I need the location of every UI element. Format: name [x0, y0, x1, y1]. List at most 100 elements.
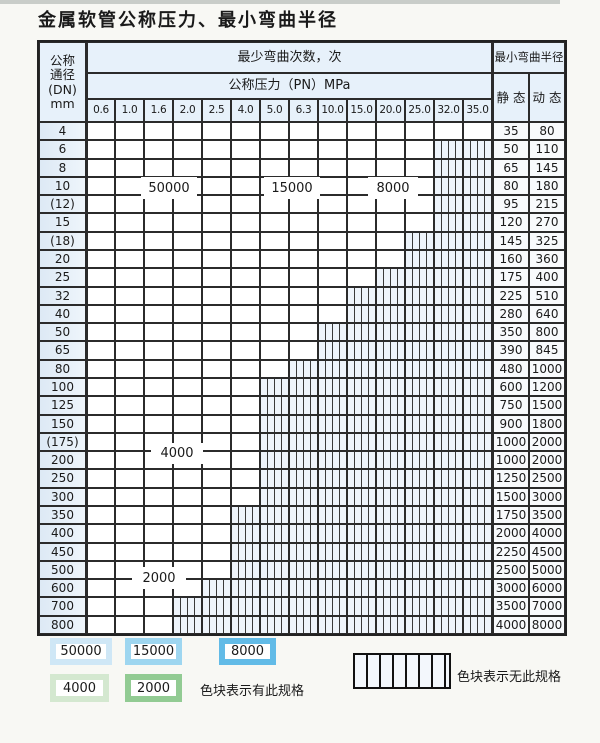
dn-cell: 15: [39, 213, 86, 232]
spec-cell-available: [202, 177, 231, 195]
static-value-cell: 120: [492, 213, 529, 232]
dn-cell: 125: [39, 396, 86, 415]
dynamic-value-cell: 80: [529, 122, 565, 140]
spec-cell-available: [231, 159, 260, 177]
spec-cell-none: [260, 415, 289, 433]
spec-cell-available: [144, 323, 173, 341]
spec-cell-available: [202, 451, 231, 469]
spec-cell-available: [86, 488, 115, 506]
spec-cell-available: [115, 616, 144, 634]
spec-cell-available: [347, 195, 376, 213]
spec-cell-none: [289, 378, 318, 396]
spec-cell-none: [405, 579, 434, 597]
spec-cell-available: [289, 268, 318, 287]
spec-cell-none: [347, 305, 376, 323]
dn-cell: 400: [39, 524, 86, 543]
dn-cell: 500: [39, 561, 86, 579]
spec-cell-none: [434, 341, 463, 360]
spec-cell-none: [434, 433, 463, 451]
spec-cell-available: [86, 195, 115, 213]
dynamic-value-cell: 6000: [529, 579, 565, 597]
spec-cell-none: [347, 396, 376, 415]
spec-cell-none: [318, 360, 347, 378]
spec-cell-available: [144, 287, 173, 305]
spec-cell-available: [173, 287, 202, 305]
spec-cell-available: [405, 122, 434, 140]
static-value-cell: 80: [492, 177, 529, 195]
spec-cell-available: [115, 159, 144, 177]
spec-cell-available: [144, 543, 173, 561]
dynamic-value-cell: 4000: [529, 524, 565, 543]
spec-cell-none: [405, 378, 434, 396]
spec-cell-available: [289, 122, 318, 140]
spec-cell-available: [376, 232, 405, 250]
header-dynamic: 动 态: [529, 73, 565, 122]
spec-cell-available: [231, 122, 260, 140]
spec-cell-none: [405, 488, 434, 506]
dn-cell: 250: [39, 469, 86, 488]
spec-cell-available: [144, 597, 173, 616]
spec-cell-available: [173, 360, 202, 378]
spec-cell-available: [376, 213, 405, 232]
dn-cell: 4: [39, 122, 86, 140]
spec-cell-none: [463, 433, 492, 451]
spec-cell-available: [318, 305, 347, 323]
dynamic-value-cell: 145: [529, 159, 565, 177]
spec-cell-none: [434, 561, 463, 579]
spec-cell-available: [231, 177, 260, 195]
spec-cell-available: [173, 268, 202, 287]
spec-cell-none: [289, 451, 318, 469]
spec-cell-none: [376, 360, 405, 378]
spec-cell-none: [289, 469, 318, 488]
spec-cell-available: [144, 305, 173, 323]
overlay-label-8000: 8000: [368, 177, 418, 199]
spec-cell-available: [86, 232, 115, 250]
dn-cell: 32: [39, 287, 86, 305]
legend-has-spec-text: 色块表示有此规格: [200, 684, 305, 699]
spec-cell-available: [173, 378, 202, 396]
spec-cell-available: [202, 415, 231, 433]
dn-cell: (12): [39, 195, 86, 213]
spec-cell-none: [434, 506, 463, 524]
spec-cell-available: [376, 250, 405, 268]
pressure-col-header: 10.0: [318, 99, 347, 122]
spec-cell-available: [463, 122, 492, 140]
static-value-cell: 1000: [492, 451, 529, 469]
legend-swatch-2000: 2000: [125, 674, 182, 702]
overlay-label-50000: 50000: [141, 177, 197, 199]
spec-cell-available: [173, 140, 202, 159]
header-bend-cycles: 最少弯曲次数，次: [86, 42, 492, 73]
spec-cell-available: [260, 213, 289, 232]
spec-cell-available: [173, 506, 202, 524]
spec-cell-none: [260, 396, 289, 415]
spec-cell-none: [405, 506, 434, 524]
dn-cell: 40: [39, 305, 86, 323]
dn-cell: 100: [39, 378, 86, 396]
spec-cell-available: [86, 250, 115, 268]
spec-cell-none: [202, 579, 231, 597]
spec-cell-available: [231, 213, 260, 232]
spec-cell-none: [260, 616, 289, 634]
spec-cell-available: [115, 433, 144, 451]
spec-cell-available: [231, 305, 260, 323]
static-value-cell: 95: [492, 195, 529, 213]
spec-cell-available: [202, 561, 231, 579]
static-value-cell: 1000: [492, 433, 529, 451]
spec-cell-available: [231, 140, 260, 159]
spec-cell-available: [86, 378, 115, 396]
spec-cell-available: [115, 250, 144, 268]
spec-cell-available: [86, 213, 115, 232]
static-value-cell: 1500: [492, 488, 529, 506]
spec-cell-none: [260, 524, 289, 543]
spec-cell-none: [405, 323, 434, 341]
static-value-cell: 35: [492, 122, 529, 140]
spec-cell-available: [144, 341, 173, 360]
spec-cell-none: [434, 195, 463, 213]
spec-cell-none: [463, 232, 492, 250]
spec-cell-available: [376, 140, 405, 159]
spec-cell-available: [86, 433, 115, 451]
dn-cell: 8: [39, 159, 86, 177]
spec-cell-available: [115, 140, 144, 159]
spec-cell-none: [289, 543, 318, 561]
spec-cell-none: [318, 597, 347, 616]
